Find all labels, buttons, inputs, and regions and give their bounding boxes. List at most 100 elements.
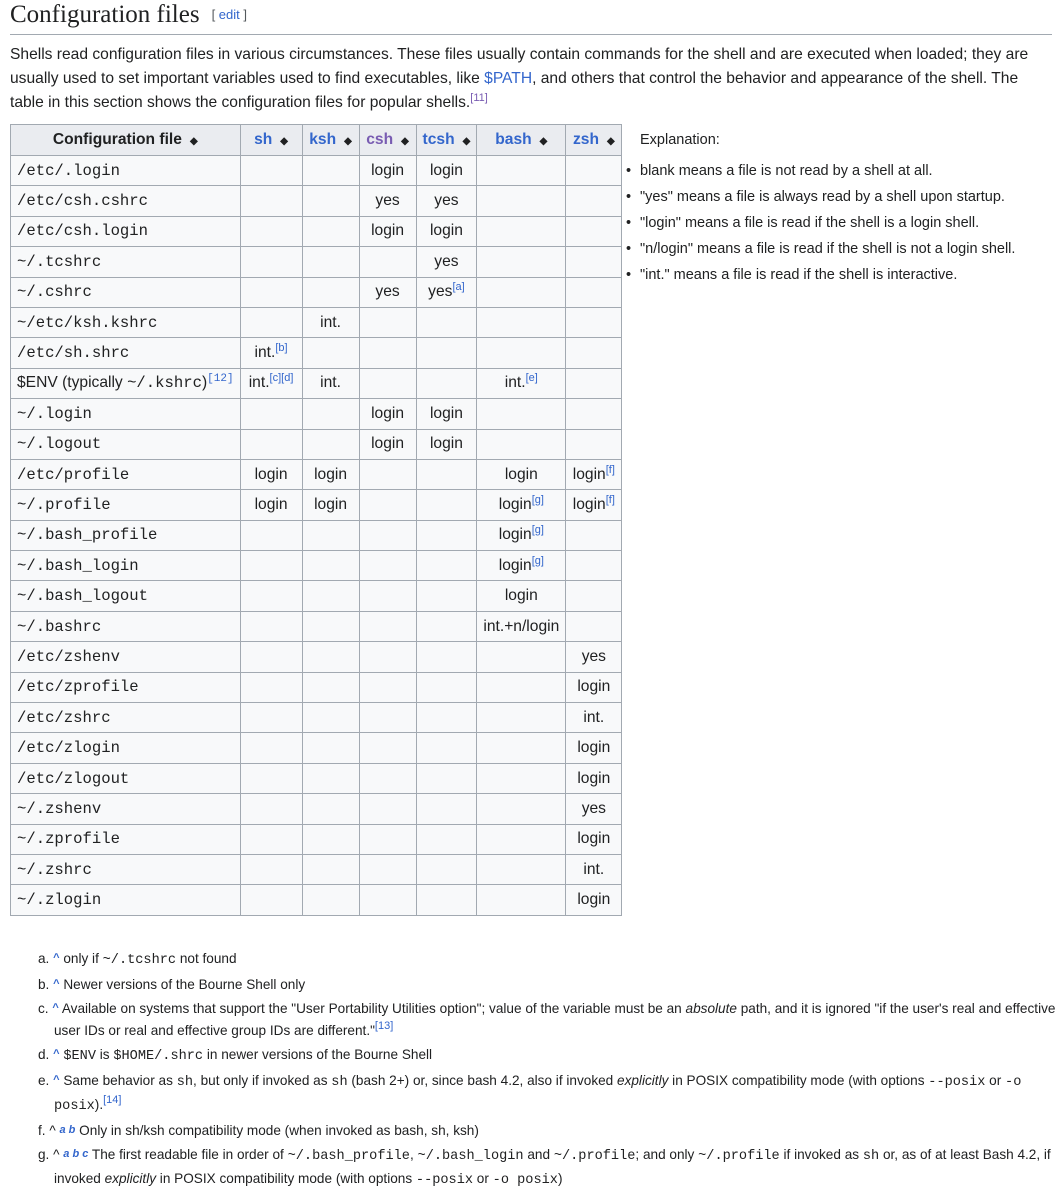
backlink[interactable]: ^	[53, 1074, 60, 1086]
shell-cell-ksh: int.	[301, 367, 360, 400]
footnote-ref[interactable]: [f]	[605, 463, 615, 476]
column-header-bash[interactable]: bash ◆	[476, 124, 567, 156]
table-row: ~/.logout login login	[10, 428, 623, 460]
explanation-item: "int." means a file is read if the shell…	[626, 262, 1015, 288]
edit-link[interactable]: edit	[218, 7, 240, 22]
footnote-ref[interactable]: [g]	[531, 493, 544, 506]
explanation-item: blank means a file is not read by a shel…	[626, 158, 1015, 184]
backlink[interactable]: ^	[53, 978, 60, 990]
config-file-cell: ~/.bash_login	[10, 550, 241, 582]
shell-cell-csh	[358, 306, 417, 339]
shell-cell-csh	[358, 702, 417, 734]
column-header-config-file[interactable]: Configuration file ◆	[10, 124, 241, 156]
table-row: ~/.zshrc int.	[10, 853, 623, 886]
table-row: /etc/.login login login	[10, 154, 623, 187]
footnote-ref[interactable]: [c][d]	[269, 372, 294, 385]
config-file-cell: ~/.zshrc	[10, 853, 241, 886]
shell-cell-bash: login[g]	[476, 489, 567, 521]
shell-cell-csh	[358, 762, 417, 795]
shell-cell-bash: login	[476, 580, 567, 612]
shell-cell-tcsh: yes	[415, 246, 478, 278]
shell-cell-csh	[358, 489, 417, 521]
shell-cell-ksh	[301, 884, 360, 916]
shell-cell-ksh	[301, 732, 360, 764]
config-file-cell: /etc/sh.shrc	[10, 337, 241, 369]
backlink[interactable]: ^	[52, 1002, 59, 1014]
sort-icon[interactable]: ◆	[606, 136, 615, 147]
sort-icon[interactable]: ◆	[344, 136, 352, 147]
shell-cell-tcsh	[415, 337, 478, 369]
intro-paragraph: Shells read configuration files in vario…	[10, 46, 1029, 111]
config-file-cell: /etc/zshenv	[10, 641, 241, 673]
shell-cell-tcsh	[415, 793, 478, 825]
sort-icon[interactable]: ◆	[539, 136, 548, 147]
heading-divider	[10, 34, 1052, 35]
shell-cell-ksh: int.	[301, 306, 360, 339]
shell-cell-bash: int.[e]	[476, 367, 567, 400]
column-header-csh[interactable]: csh ◆	[358, 124, 417, 156]
column-header-sh[interactable]: sh ◆	[239, 124, 303, 156]
footnote-f: f. ^ a b Only in sh/ksh compatibility mo…	[38, 1123, 479, 1138]
shell-cell-zsh	[565, 154, 623, 187]
config-file-cell: ~/.zshenv	[10, 793, 241, 825]
footnote-d: d. ^ $ENV is $HOME/.shrc in newer versio…	[38, 1047, 433, 1064]
shell-cell-csh	[358, 793, 417, 825]
backlinks[interactable]: a b	[59, 1124, 76, 1136]
sort-icon[interactable]: ◆	[189, 136, 198, 147]
shell-cell-zsh: yes	[565, 793, 623, 825]
shell-cell-bash: login[g]	[476, 519, 567, 552]
shell-cell-zsh: yes	[565, 641, 623, 673]
shell-cell-sh	[239, 793, 303, 825]
shell-cell-ksh	[301, 519, 360, 552]
shell-cell-sh	[239, 853, 303, 886]
table-row: /etc/profile login login login login[f]	[10, 458, 623, 491]
shell-cell-csh: yes	[358, 276, 417, 308]
backlink[interactable]: ^	[53, 952, 60, 964]
shell-cell-tcsh	[415, 823, 478, 855]
path-link[interactable]: $PATH	[484, 70, 533, 87]
sort-icon[interactable]: ◆	[401, 136, 409, 147]
shell-cell-csh: login	[358, 154, 417, 187]
shell-cell-tcsh: login	[415, 215, 478, 248]
shell-cell-sh	[239, 246, 303, 278]
shell-cell-sh	[239, 884, 303, 916]
footnote-b: b. ^ Newer versions of the Bourne Shell …	[38, 977, 306, 992]
column-header-ksh[interactable]: ksh ◆	[301, 124, 360, 156]
shell-cell-tcsh	[415, 702, 478, 734]
shell-cell-csh	[358, 246, 417, 278]
footnote-c: c. ^ Available on systems that support t…	[38, 1001, 1056, 1038]
shell-cell-zsh	[565, 519, 623, 552]
footnotes: a. ^ only if ~/.tcshrc not found b. ^ New…	[38, 947, 1060, 1193]
sort-icon[interactable]: ◆	[462, 136, 471, 147]
shell-cell-bash	[476, 884, 567, 916]
footnote-ref[interactable]: [12]	[207, 373, 234, 386]
footnote-ref[interactable]: [g]	[531, 554, 544, 567]
shell-cell-zsh: login	[565, 671, 623, 704]
config-file-cell: /etc/zshrc	[10, 702, 241, 734]
column-header-zsh[interactable]: zsh ◆	[565, 124, 623, 156]
shell-cell-ksh	[301, 154, 360, 187]
ref-link[interactable]: [11]	[470, 92, 488, 104]
backlink[interactable]: ^	[53, 1048, 60, 1060]
footnote-ref[interactable]: [b]	[275, 342, 288, 355]
shell-cell-csh: login	[358, 215, 417, 248]
column-header-tcsh[interactable]: tcsh ◆	[415, 124, 478, 156]
footnote-ref[interactable]: [e]	[525, 372, 538, 385]
shell-cell-tcsh: yes	[415, 185, 478, 217]
shell-cell-sh: login	[239, 489, 303, 521]
backlinks[interactable]: a b c	[63, 1148, 89, 1160]
shell-cell-sh	[239, 732, 303, 764]
shell-cell-zsh	[565, 367, 623, 400]
footnote-ref[interactable]: [g]	[531, 524, 544, 537]
footnote-ref[interactable]: [f]	[605, 493, 615, 506]
table-row: ~/.zprofile login	[10, 823, 623, 855]
shell-cell-bash	[476, 215, 567, 248]
explanation-item: "login" means a file is read if the shel…	[626, 210, 1015, 236]
table-row: ~/.zshenv yes	[10, 793, 623, 825]
footnote-ref[interactable]: [a]	[452, 281, 465, 294]
heading-title: Configuration files	[10, 1, 200, 28]
shell-cell-bash: int.+n/login	[476, 610, 567, 643]
sort-icon[interactable]: ◆	[280, 136, 288, 147]
footnote-label: d.	[38, 1047, 50, 1062]
table-row: ~/.cshrc yes yes[a]	[10, 276, 623, 308]
